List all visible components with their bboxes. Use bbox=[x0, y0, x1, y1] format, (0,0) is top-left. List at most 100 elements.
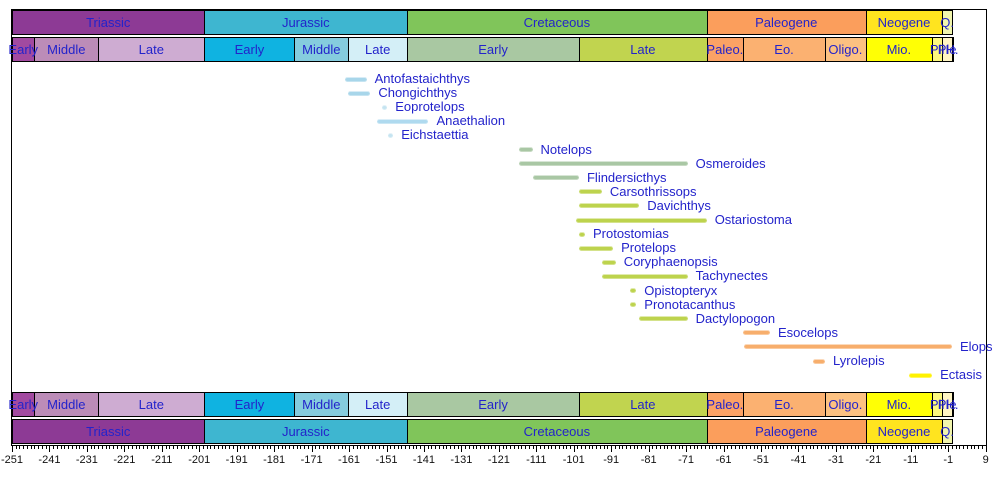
taxon-range-bar bbox=[743, 330, 770, 336]
axis-minor-tick bbox=[794, 445, 796, 449]
axis-minor-tick bbox=[727, 445, 729, 449]
axis-major-tick bbox=[274, 445, 276, 452]
axis-minor-tick bbox=[877, 445, 879, 449]
axis-minor-tick bbox=[865, 445, 867, 449]
period-cell bbox=[865, 10, 944, 35]
axis-tick-label: -21 bbox=[865, 454, 882, 466]
axis-minor-tick bbox=[165, 445, 167, 449]
axis-minor-tick bbox=[480, 445, 482, 449]
taxon-label: Dactylopogon bbox=[695, 310, 776, 326]
axis-minor-tick bbox=[465, 445, 467, 449]
axis-minor-tick bbox=[659, 445, 661, 449]
axis-minor-tick bbox=[701, 445, 703, 449]
axis-major-tick bbox=[161, 445, 163, 452]
taxon-label: Tachynectes bbox=[695, 268, 768, 284]
axis-minor-tick bbox=[869, 445, 871, 449]
axis-major-tick bbox=[461, 445, 463, 452]
axis-minor-tick bbox=[738, 445, 740, 449]
axis-minor-tick bbox=[899, 445, 901, 449]
taxon-label: Anaethalion bbox=[436, 113, 506, 129]
taxon-label: Notelops bbox=[540, 141, 592, 157]
axis-minor-tick bbox=[146, 445, 148, 449]
axis-minor-tick bbox=[30, 445, 32, 449]
axis-minor-tick bbox=[427, 445, 429, 449]
axis-minor-tick bbox=[850, 445, 852, 449]
axis-major-tick bbox=[423, 445, 425, 452]
taxon-range-bar bbox=[387, 132, 394, 138]
taxon-range-bar bbox=[578, 231, 585, 237]
axis-tick-label: -41 bbox=[790, 454, 807, 466]
axis-minor-tick bbox=[360, 445, 362, 449]
axis-minor-tick bbox=[26, 445, 28, 449]
axis-minor-tick bbox=[633, 445, 635, 449]
axis-minor-tick bbox=[322, 445, 324, 449]
axis-minor-tick bbox=[158, 445, 160, 449]
axis-minor-tick bbox=[259, 445, 261, 449]
axis-minor-tick bbox=[671, 445, 673, 449]
axis-minor-tick bbox=[892, 445, 894, 449]
axis-minor-tick bbox=[438, 445, 440, 449]
taxon-label: Lyrolepis bbox=[833, 353, 885, 368]
epoch-cell bbox=[98, 392, 206, 417]
axis-minor-tick bbox=[210, 445, 212, 449]
axis-minor-tick bbox=[266, 445, 268, 449]
epoch-cell bbox=[294, 392, 350, 417]
taxon-range-bar bbox=[639, 316, 688, 322]
axis-minor-tick bbox=[184, 445, 186, 449]
axis-minor-tick bbox=[109, 445, 111, 449]
axis-minor-tick bbox=[71, 445, 73, 449]
axis-minor-tick bbox=[626, 445, 628, 449]
axis-minor-tick bbox=[697, 445, 699, 449]
axis-minor-tick bbox=[772, 445, 774, 449]
axis-minor-tick bbox=[674, 445, 676, 449]
axis-minor-tick bbox=[547, 445, 549, 449]
axis-major-tick bbox=[86, 445, 88, 452]
epoch-cell bbox=[407, 37, 580, 62]
axis-minor-tick bbox=[689, 445, 691, 449]
axis-minor-tick bbox=[940, 445, 942, 449]
axis-minor-tick bbox=[75, 445, 77, 449]
axis-minor-tick bbox=[98, 445, 100, 449]
axis-minor-tick bbox=[180, 445, 182, 449]
axis-minor-tick bbox=[652, 445, 654, 449]
axis-minor-tick bbox=[959, 445, 961, 449]
axis-minor-tick bbox=[229, 445, 231, 449]
axis-minor-tick bbox=[716, 445, 718, 449]
axis-minor-tick bbox=[970, 445, 972, 449]
axis-minor-tick bbox=[749, 445, 751, 449]
axis-minor-tick bbox=[570, 445, 571, 449]
axis-tick-label: -211 bbox=[151, 454, 173, 466]
axis-minor-tick bbox=[487, 445, 489, 449]
axis-tick-label: -1 bbox=[943, 454, 954, 466]
axis-minor-tick bbox=[914, 445, 916, 449]
epoch-cell bbox=[348, 37, 409, 62]
axis-minor-tick bbox=[918, 445, 920, 449]
epoch-cell bbox=[294, 37, 350, 62]
axis-minor-tick bbox=[277, 445, 279, 449]
axis-tick-label: -111 bbox=[526, 454, 547, 466]
axis-minor-tick bbox=[854, 445, 856, 449]
axis-minor-tick bbox=[221, 445, 223, 449]
axis-tick-label: -91 bbox=[603, 454, 620, 466]
period-cell bbox=[706, 10, 867, 35]
axis-major-tick bbox=[536, 445, 538, 452]
axis-minor-tick bbox=[629, 445, 631, 449]
axis-minor-tick bbox=[581, 445, 583, 449]
axis-minor-tick bbox=[540, 445, 542, 449]
axis-minor-tick bbox=[895, 445, 897, 449]
axis-minor-tick bbox=[712, 445, 714, 449]
epoch-cell bbox=[204, 37, 296, 62]
taxon-label: Esocelops bbox=[777, 324, 838, 340]
epoch-cell bbox=[12, 392, 36, 417]
axis-minor-tick bbox=[202, 445, 204, 449]
axis-minor-tick bbox=[951, 445, 953, 449]
axis-minor-tick bbox=[981, 445, 983, 449]
axis-minor-tick bbox=[341, 445, 343, 449]
axis-minor-tick bbox=[345, 445, 347, 449]
axis-tick-label: -61 bbox=[715, 454, 732, 466]
axis-minor-tick bbox=[558, 445, 560, 449]
axis-minor-tick bbox=[839, 445, 841, 449]
axis-minor-tick bbox=[176, 445, 178, 449]
axis-minor-tick bbox=[326, 445, 328, 449]
epoch-cell bbox=[348, 392, 409, 417]
